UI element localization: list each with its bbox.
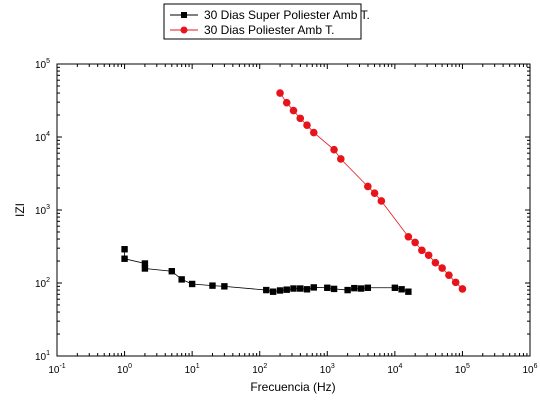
data-point-square xyxy=(398,286,405,293)
x-tick-label: 101 xyxy=(185,363,200,376)
data-point-square xyxy=(324,284,331,291)
x-tick-label: 102 xyxy=(252,363,267,376)
data-point-circle xyxy=(451,278,460,287)
legend-marker-square xyxy=(181,12,187,18)
data-point-circle xyxy=(364,182,372,191)
y-tick-label: 102 xyxy=(35,277,50,290)
data-point-square xyxy=(391,284,399,291)
data-point-circle xyxy=(458,285,467,293)
data-point-square xyxy=(178,276,185,283)
data-point-square xyxy=(303,286,311,293)
x-tick-label: 104 xyxy=(387,363,402,376)
y-tick-label: 103 xyxy=(35,204,50,217)
data-point-square xyxy=(141,260,149,267)
x-tick-label: 103 xyxy=(320,363,335,376)
x-tick-label: 100 xyxy=(117,363,132,376)
y-axis-title: IZI xyxy=(13,203,27,217)
data-point-square xyxy=(364,284,372,291)
data-point-circle xyxy=(418,246,426,255)
data-point-circle xyxy=(438,264,446,272)
data-point-square xyxy=(330,285,338,293)
data-point-square xyxy=(188,280,196,288)
data-point-square xyxy=(276,287,284,294)
x-tick-label: 105 xyxy=(455,363,470,376)
y-tick-label: 104 xyxy=(35,131,50,144)
axis-ticks xyxy=(56,63,531,357)
legend-marker-circle xyxy=(180,26,188,34)
legend: 30 Dias Super Poliester Amb T. 30 Dias P… xyxy=(163,3,370,40)
data-point-square xyxy=(221,283,228,290)
data-point-square xyxy=(351,284,358,292)
legend-label-super-poliester: 30 Dias Super Poliester Amb T. xyxy=(204,8,370,22)
data-point-circle xyxy=(309,128,318,137)
x-axis-title: Frecuencia (Hz) xyxy=(250,380,335,394)
data-point-square xyxy=(297,285,304,292)
legend-entry-super-poliester: 30 Dias Super Poliester Amb T. xyxy=(170,8,370,22)
data-point-circle xyxy=(445,271,453,279)
data-point-square xyxy=(290,285,297,292)
data-point-circle xyxy=(377,197,386,205)
data-point-circle xyxy=(330,145,338,154)
legend-label-poliester: 30 Dias Poliester Amb T. xyxy=(204,23,335,37)
data-point-circle xyxy=(303,121,311,130)
data-point-square xyxy=(269,288,277,295)
data-point-square xyxy=(209,282,216,289)
y-tick-label: 105 xyxy=(35,58,50,71)
x-tick-label: 10-1 xyxy=(48,363,65,376)
data-point-circle xyxy=(431,258,440,267)
legend-box xyxy=(163,3,362,40)
data-point-square xyxy=(405,288,412,295)
data-point-circle xyxy=(337,155,345,163)
data-point-square xyxy=(344,286,351,294)
data-point-circle xyxy=(296,114,305,123)
data-point-square xyxy=(283,286,290,293)
legend-entry-poliester: 30 Dias Poliester Amb T. xyxy=(170,23,335,37)
x-tick-labels: 10-1 100 101 102 103 104 105 106 xyxy=(48,363,537,376)
data-point-circle xyxy=(289,106,298,115)
data-point-square xyxy=(121,246,128,253)
y-tick-labels: 101 102 103 104 105 xyxy=(35,58,50,363)
data-point-square xyxy=(168,268,176,275)
data-point-square xyxy=(263,286,270,294)
data-point-square xyxy=(141,265,149,272)
data-point-circle xyxy=(282,98,291,107)
data-point-square xyxy=(310,284,317,291)
data-point-circle xyxy=(276,89,284,97)
data-point-square xyxy=(121,255,128,262)
x-tick-label: 106 xyxy=(522,363,537,376)
data-point-circle xyxy=(424,251,433,260)
data-point-circle xyxy=(411,238,419,247)
y-tick-label: 101 xyxy=(35,350,50,363)
data-point-circle xyxy=(370,189,379,197)
series-points xyxy=(121,89,467,295)
data-point-square xyxy=(357,285,365,292)
data-point-circle xyxy=(404,232,413,241)
